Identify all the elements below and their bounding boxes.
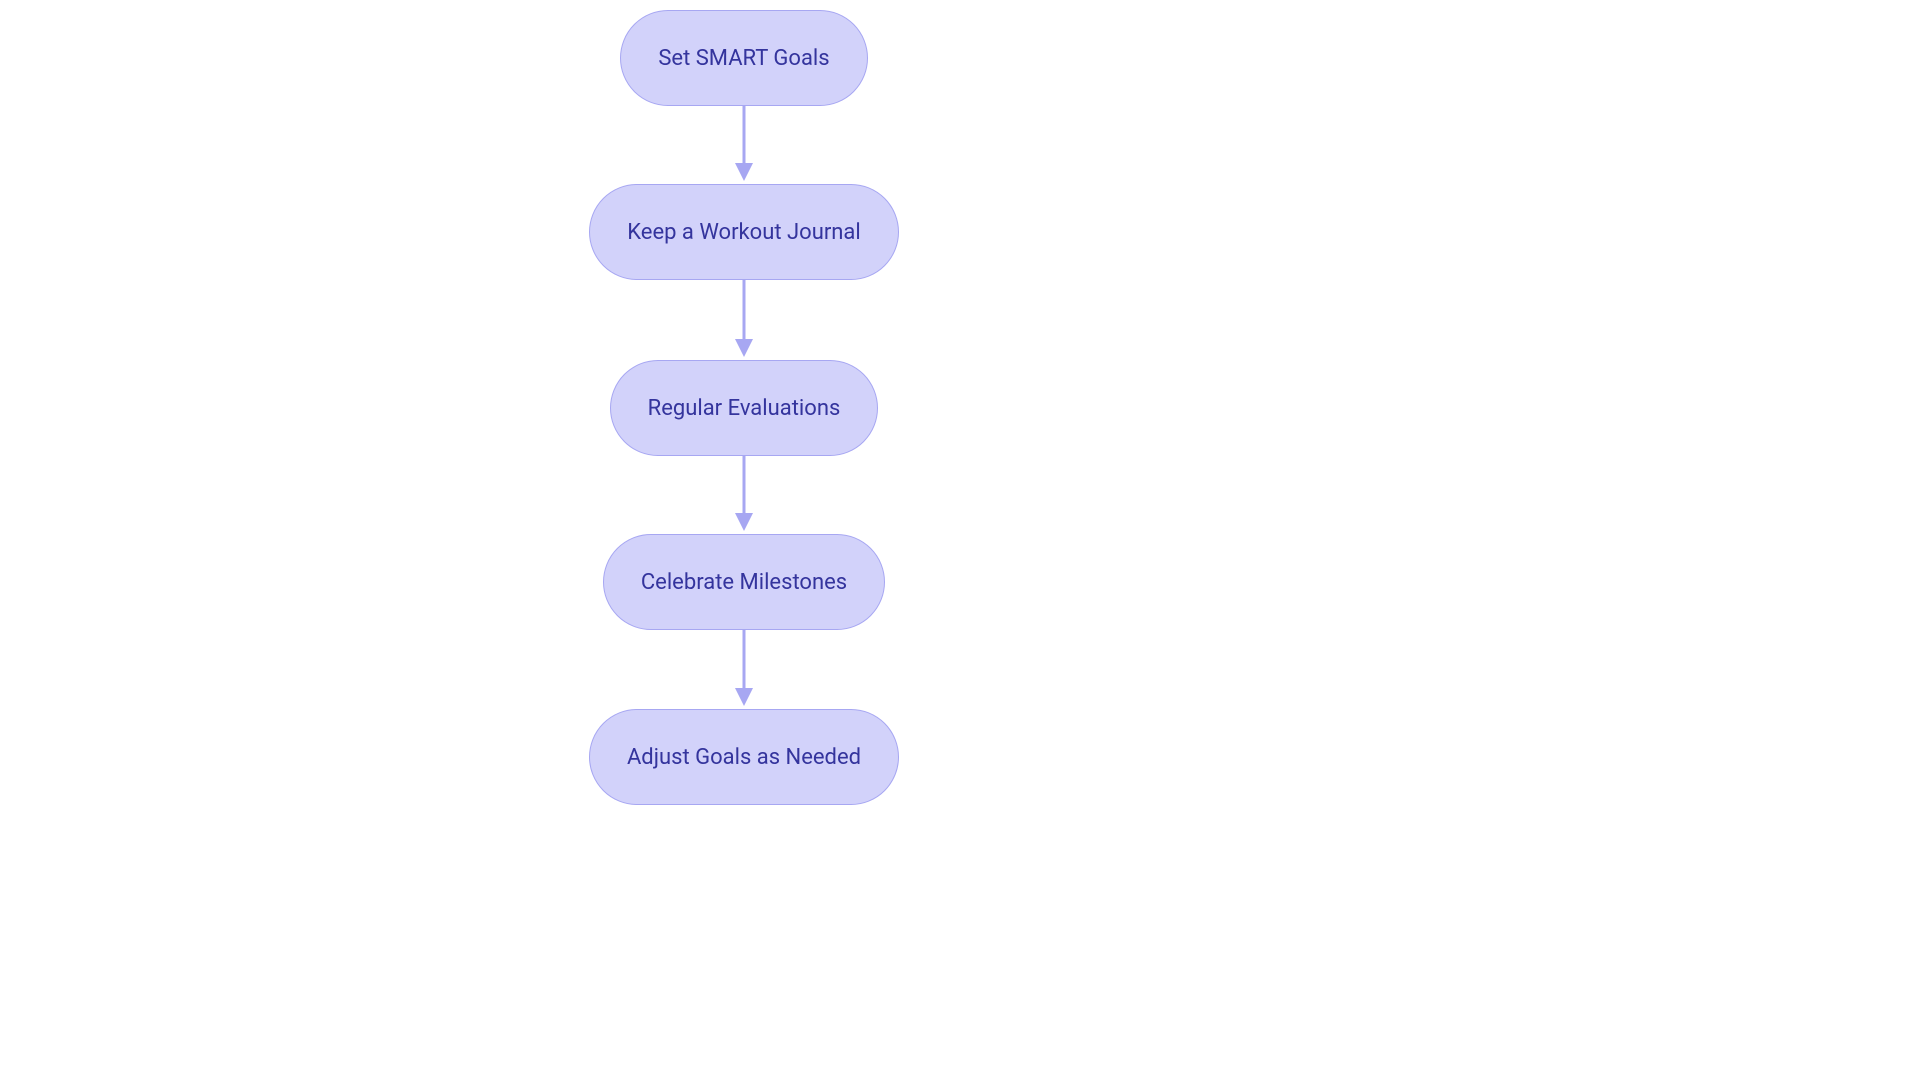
node-set-smart-goals: Set SMART Goals	[620, 10, 868, 106]
node-celebrate-milestones: Celebrate Milestones	[603, 534, 885, 630]
node-label: Adjust Goals as Needed	[627, 745, 861, 770]
node-adjust-goals: Adjust Goals as Needed	[589, 709, 899, 805]
flowchart-canvas: Set SMART Goals Keep a Workout Journal R…	[0, 0, 1920, 1083]
node-regular-evaluations: Regular Evaluations	[610, 360, 878, 456]
node-label: Keep a Workout Journal	[627, 220, 861, 245]
edge-n1-n2	[0, 0, 1920, 1083]
node-label: Regular Evaluations	[648, 396, 841, 421]
node-label: Celebrate Milestones	[641, 570, 847, 595]
node-label: Set SMART Goals	[658, 46, 829, 71]
node-keep-workout-journal: Keep a Workout Journal	[589, 184, 899, 280]
